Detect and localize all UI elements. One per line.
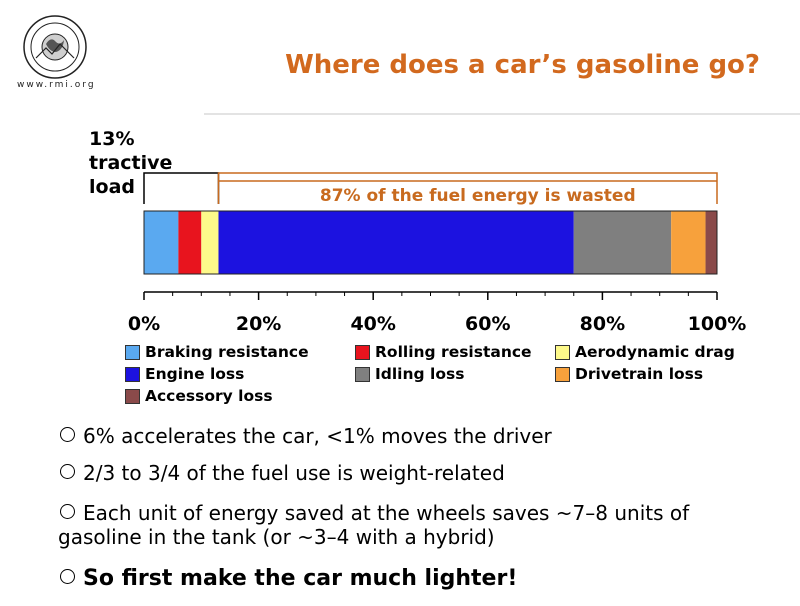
x-tick-label: 100% bbox=[688, 313, 747, 335]
bullet-circle-icon bbox=[60, 464, 75, 479]
bar-segment-engine-loss bbox=[218, 211, 574, 274]
bar-segment-idling-loss bbox=[573, 211, 672, 274]
x-tick-label: 0% bbox=[128, 313, 160, 335]
bar-segment-rolling-resistance bbox=[178, 211, 202, 274]
tractive-label-line: load bbox=[89, 176, 135, 198]
bar-segment-accessory-loss bbox=[705, 211, 717, 274]
bullet-item: Each unit of energy saved at the wheels … bbox=[60, 502, 780, 525]
legend-swatch bbox=[125, 344, 140, 360]
legend-swatch bbox=[355, 366, 370, 382]
legend-item: Braking resistance bbox=[125, 343, 309, 361]
legend-swatch bbox=[125, 366, 140, 382]
legend-label: Accessory loss bbox=[145, 387, 273, 405]
legend-item: Idling loss bbox=[355, 365, 464, 383]
x-tick-label: 60% bbox=[465, 313, 510, 335]
legend-swatch bbox=[125, 388, 140, 404]
legend-item: Accessory loss bbox=[125, 387, 273, 405]
tractive-label-line: tractive bbox=[89, 152, 172, 174]
legend-swatch bbox=[555, 366, 570, 382]
x-tick-label: 80% bbox=[580, 313, 625, 335]
title-divider bbox=[204, 113, 800, 115]
legend-swatch bbox=[355, 344, 370, 360]
bar-segment-braking-resistance bbox=[144, 211, 179, 274]
legend-item: Drivetrain loss bbox=[555, 365, 703, 383]
bar-segments bbox=[143, 210, 718, 275]
legend-label: Rolling resistance bbox=[375, 343, 532, 361]
legend-label: Aerodynamic drag bbox=[575, 343, 735, 361]
legend-swatch bbox=[555, 344, 570, 360]
website-url: www.rmi.org bbox=[17, 80, 96, 90]
bullet-circle-icon bbox=[60, 504, 75, 519]
tractive-label-line: 13% bbox=[89, 128, 134, 150]
x-axis: 0% 20% 40% 60% 80% 100% bbox=[128, 291, 747, 335]
bar-outline bbox=[143, 210, 718, 275]
bullet-circle-icon bbox=[60, 569, 75, 584]
bullet-item: 6% accelerates the car, <1% moves the dr… bbox=[60, 425, 780, 448]
slide-title: Where does a car’s gasoline go? bbox=[285, 50, 760, 80]
wasted-annotation: 87% of the fuel energy is wasted bbox=[320, 186, 636, 206]
bullet-item: 2/3 to 3/4 of the fuel use is weight-rel… bbox=[60, 462, 780, 485]
bullet-item-emphasis: So first make the car much lighter! bbox=[60, 567, 780, 590]
wasted-bracket-top bbox=[217, 172, 718, 204]
bar-segment-drivetrain-loss bbox=[671, 211, 706, 274]
legend-label: Braking resistance bbox=[145, 343, 309, 361]
x-tick-label: 20% bbox=[236, 313, 281, 335]
annotation-brackets bbox=[143, 172, 718, 204]
legend-item: Aerodynamic drag bbox=[555, 343, 735, 361]
tractive-bracket bbox=[143, 172, 220, 204]
legend-label: Idling loss bbox=[375, 365, 465, 383]
legend-item: Rolling resistance bbox=[355, 343, 532, 361]
rmi-logo bbox=[22, 14, 88, 80]
legend-label: Drivetrain loss bbox=[575, 365, 704, 383]
legend-label: Engine loss bbox=[145, 365, 245, 383]
legend-item: Engine loss bbox=[125, 365, 244, 383]
bullet-circle-icon bbox=[60, 427, 75, 442]
x-tick-label: 40% bbox=[350, 313, 395, 335]
bar-segment-aerodynamic-drag bbox=[201, 211, 219, 274]
bullet-item-continuation: gasoline in the tank (or ~3–4 with a hyb… bbox=[58, 525, 495, 549]
